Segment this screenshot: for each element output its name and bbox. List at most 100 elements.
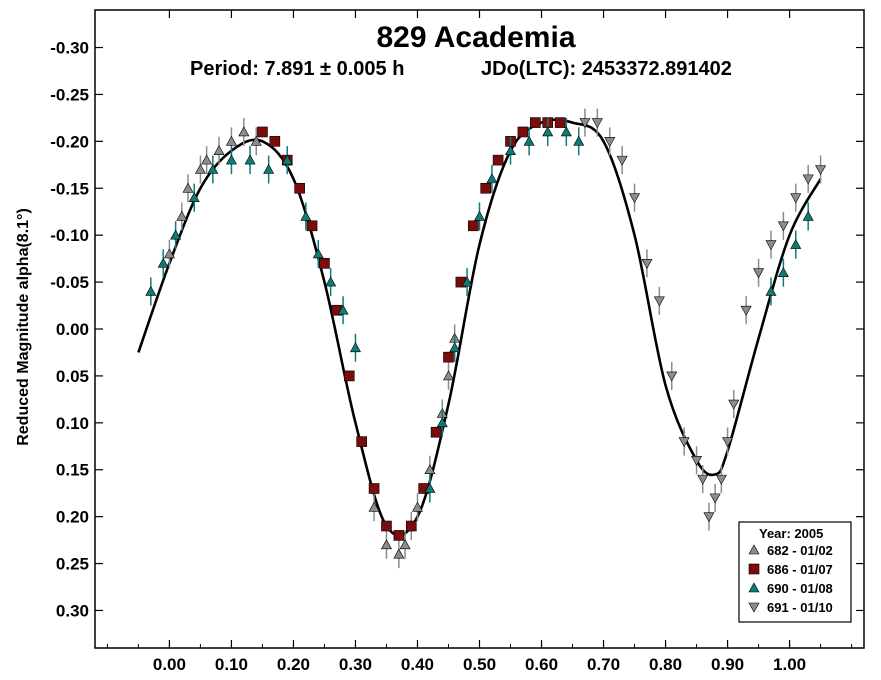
data-point — [815, 165, 827, 176]
data-point — [666, 371, 678, 382]
data-point — [188, 192, 200, 202]
data-point — [194, 163, 206, 174]
y-tick-label: 0.10 — [56, 414, 89, 433]
data-point — [486, 173, 498, 184]
y-tick-label: 0.05 — [56, 367, 89, 386]
y-tick-label: -0.05 — [50, 273, 89, 292]
data-point — [170, 229, 182, 240]
x-tick-label: 1.00 — [773, 655, 806, 674]
data-point — [480, 182, 492, 194]
legend-marker — [748, 563, 760, 575]
legend-marker — [748, 582, 760, 593]
y-axis: -0.30 -0.25 -0.20 -0.15 -0.10 -0.05 0.00 0.05 0.… — [50, 39, 864, 620]
data-point — [554, 117, 566, 128]
data-point — [442, 370, 455, 381]
data-point — [244, 154, 256, 165]
data-point — [368, 501, 380, 512]
data-point — [473, 210, 486, 221]
data-point — [573, 135, 585, 146]
series-682 — [163, 117, 461, 569]
data-point — [697, 474, 709, 485]
data-point — [381, 520, 392, 532]
data-point — [380, 539, 392, 550]
data-point — [145, 285, 157, 296]
data-point — [257, 126, 268, 138]
data-point — [542, 126, 554, 137]
data-point — [424, 464, 436, 475]
x-tick-label: 0.40 — [401, 655, 434, 674]
data-point — [393, 548, 405, 559]
data-point — [728, 399, 740, 410]
data-point — [263, 163, 275, 174]
data-point — [709, 493, 721, 504]
data-point — [207, 163, 219, 174]
y-tick-label: -0.30 — [50, 39, 89, 58]
x-tick-label: 0.60 — [525, 655, 558, 674]
data-point — [753, 268, 765, 279]
data-point — [604, 137, 616, 147]
fit-curve-layer — [137, 118, 822, 537]
data-point — [777, 221, 789, 232]
data-point — [250, 135, 262, 146]
x-tick-label: 0.00 — [153, 655, 186, 674]
data-point — [294, 182, 305, 194]
data-point — [238, 126, 250, 137]
legend: Year: 2005 682 - 01/02 686 - 01/07 690 - 0… — [738, 521, 852, 623]
data-point — [504, 145, 517, 156]
x-tick-label: 0.30 — [339, 655, 372, 674]
x-tick-label: 0.70 — [587, 655, 620, 674]
data-point — [312, 248, 324, 259]
data-point — [182, 182, 194, 193]
data-point — [461, 276, 473, 287]
data-point — [281, 154, 293, 165]
legend-label: 686 - 01/07 — [767, 562, 833, 577]
data-point — [560, 126, 572, 137]
y-tick-label: 0.30 — [56, 601, 89, 620]
data-point — [579, 118, 591, 129]
data-point — [443, 351, 454, 363]
y-tick-label: -0.20 — [50, 132, 89, 151]
legend-label: 690 - 01/08 — [767, 581, 833, 596]
x-tick-label: 0.10 — [215, 655, 248, 674]
series-690 — [145, 117, 814, 503]
data-points-layer — [145, 108, 827, 569]
data-point — [325, 276, 337, 287]
data-point — [777, 267, 789, 278]
data-point — [517, 126, 529, 138]
data-point — [430, 426, 442, 438]
chart-subtitle-period: Period: 7.891 ± 0.005 h — [190, 58, 404, 80]
chart-subtitle-epoch: JDo(LTC): 2453372.891402 — [481, 58, 732, 80]
data-point — [356, 436, 367, 447]
data-point — [802, 174, 814, 185]
legend-label: 682 - 01/02 — [767, 543, 833, 558]
data-point — [411, 501, 423, 512]
data-point — [653, 296, 665, 307]
series-691 — [579, 108, 827, 531]
y-tick-label: 0.15 — [56, 461, 89, 480]
data-point — [467, 220, 479, 232]
data-point — [225, 154, 237, 165]
fit-curve — [137, 118, 822, 537]
series-686 — [257, 117, 566, 541]
data-point — [790, 193, 802, 204]
data-point — [213, 145, 225, 156]
data-point — [629, 193, 641, 204]
y-tick-label: 0.20 — [56, 508, 89, 527]
data-point — [641, 259, 653, 269]
data-point — [616, 155, 628, 166]
data-point — [319, 258, 330, 269]
data-point — [393, 530, 405, 541]
y-axis-title: Reduced Magnitude alpha(8.1°) — [15, 208, 32, 446]
data-point — [424, 482, 436, 493]
data-point — [703, 512, 715, 523]
data-point — [157, 257, 169, 268]
data-point — [399, 539, 411, 550]
data-point — [225, 135, 237, 146]
data-point — [449, 342, 461, 353]
data-point — [722, 437, 734, 448]
data-point — [740, 305, 752, 316]
data-point — [405, 520, 417, 532]
y-tick-label: -0.10 — [50, 226, 89, 245]
y-tick-label: -0.15 — [50, 179, 89, 198]
